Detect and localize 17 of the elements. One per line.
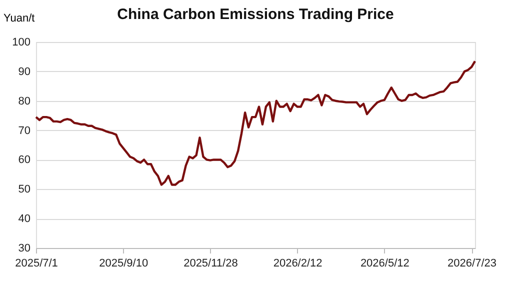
y-axis-title: Yuan/t: [4, 12, 35, 24]
y-tick-label: 70: [18, 124, 30, 137]
y-tick-label: 50: [18, 184, 30, 196]
x-tick-label: 2025/7/1: [15, 258, 58, 270]
x-tick-label: 2025/11/28: [184, 258, 238, 270]
x-tick-label: 2025/9/10: [99, 258, 148, 270]
line-series: [34, 60, 476, 186]
y-tick-label: 60: [18, 154, 30, 166]
x-tick-label: 2026/5/12: [360, 258, 410, 270]
x-tick-label: 2026/7/23: [448, 258, 496, 270]
y-tick-label: 40: [18, 213, 30, 226]
y-tick-label: 100: [12, 36, 30, 48]
chart-title: China Carbon Emissions Trading Price: [117, 6, 394, 23]
x-tick-label: 2026/2/12: [273, 258, 322, 270]
y-tick-label: 80: [18, 95, 30, 108]
y-tick-label: 90: [18, 66, 30, 78]
y-tick-label: 30: [18, 242, 30, 254]
